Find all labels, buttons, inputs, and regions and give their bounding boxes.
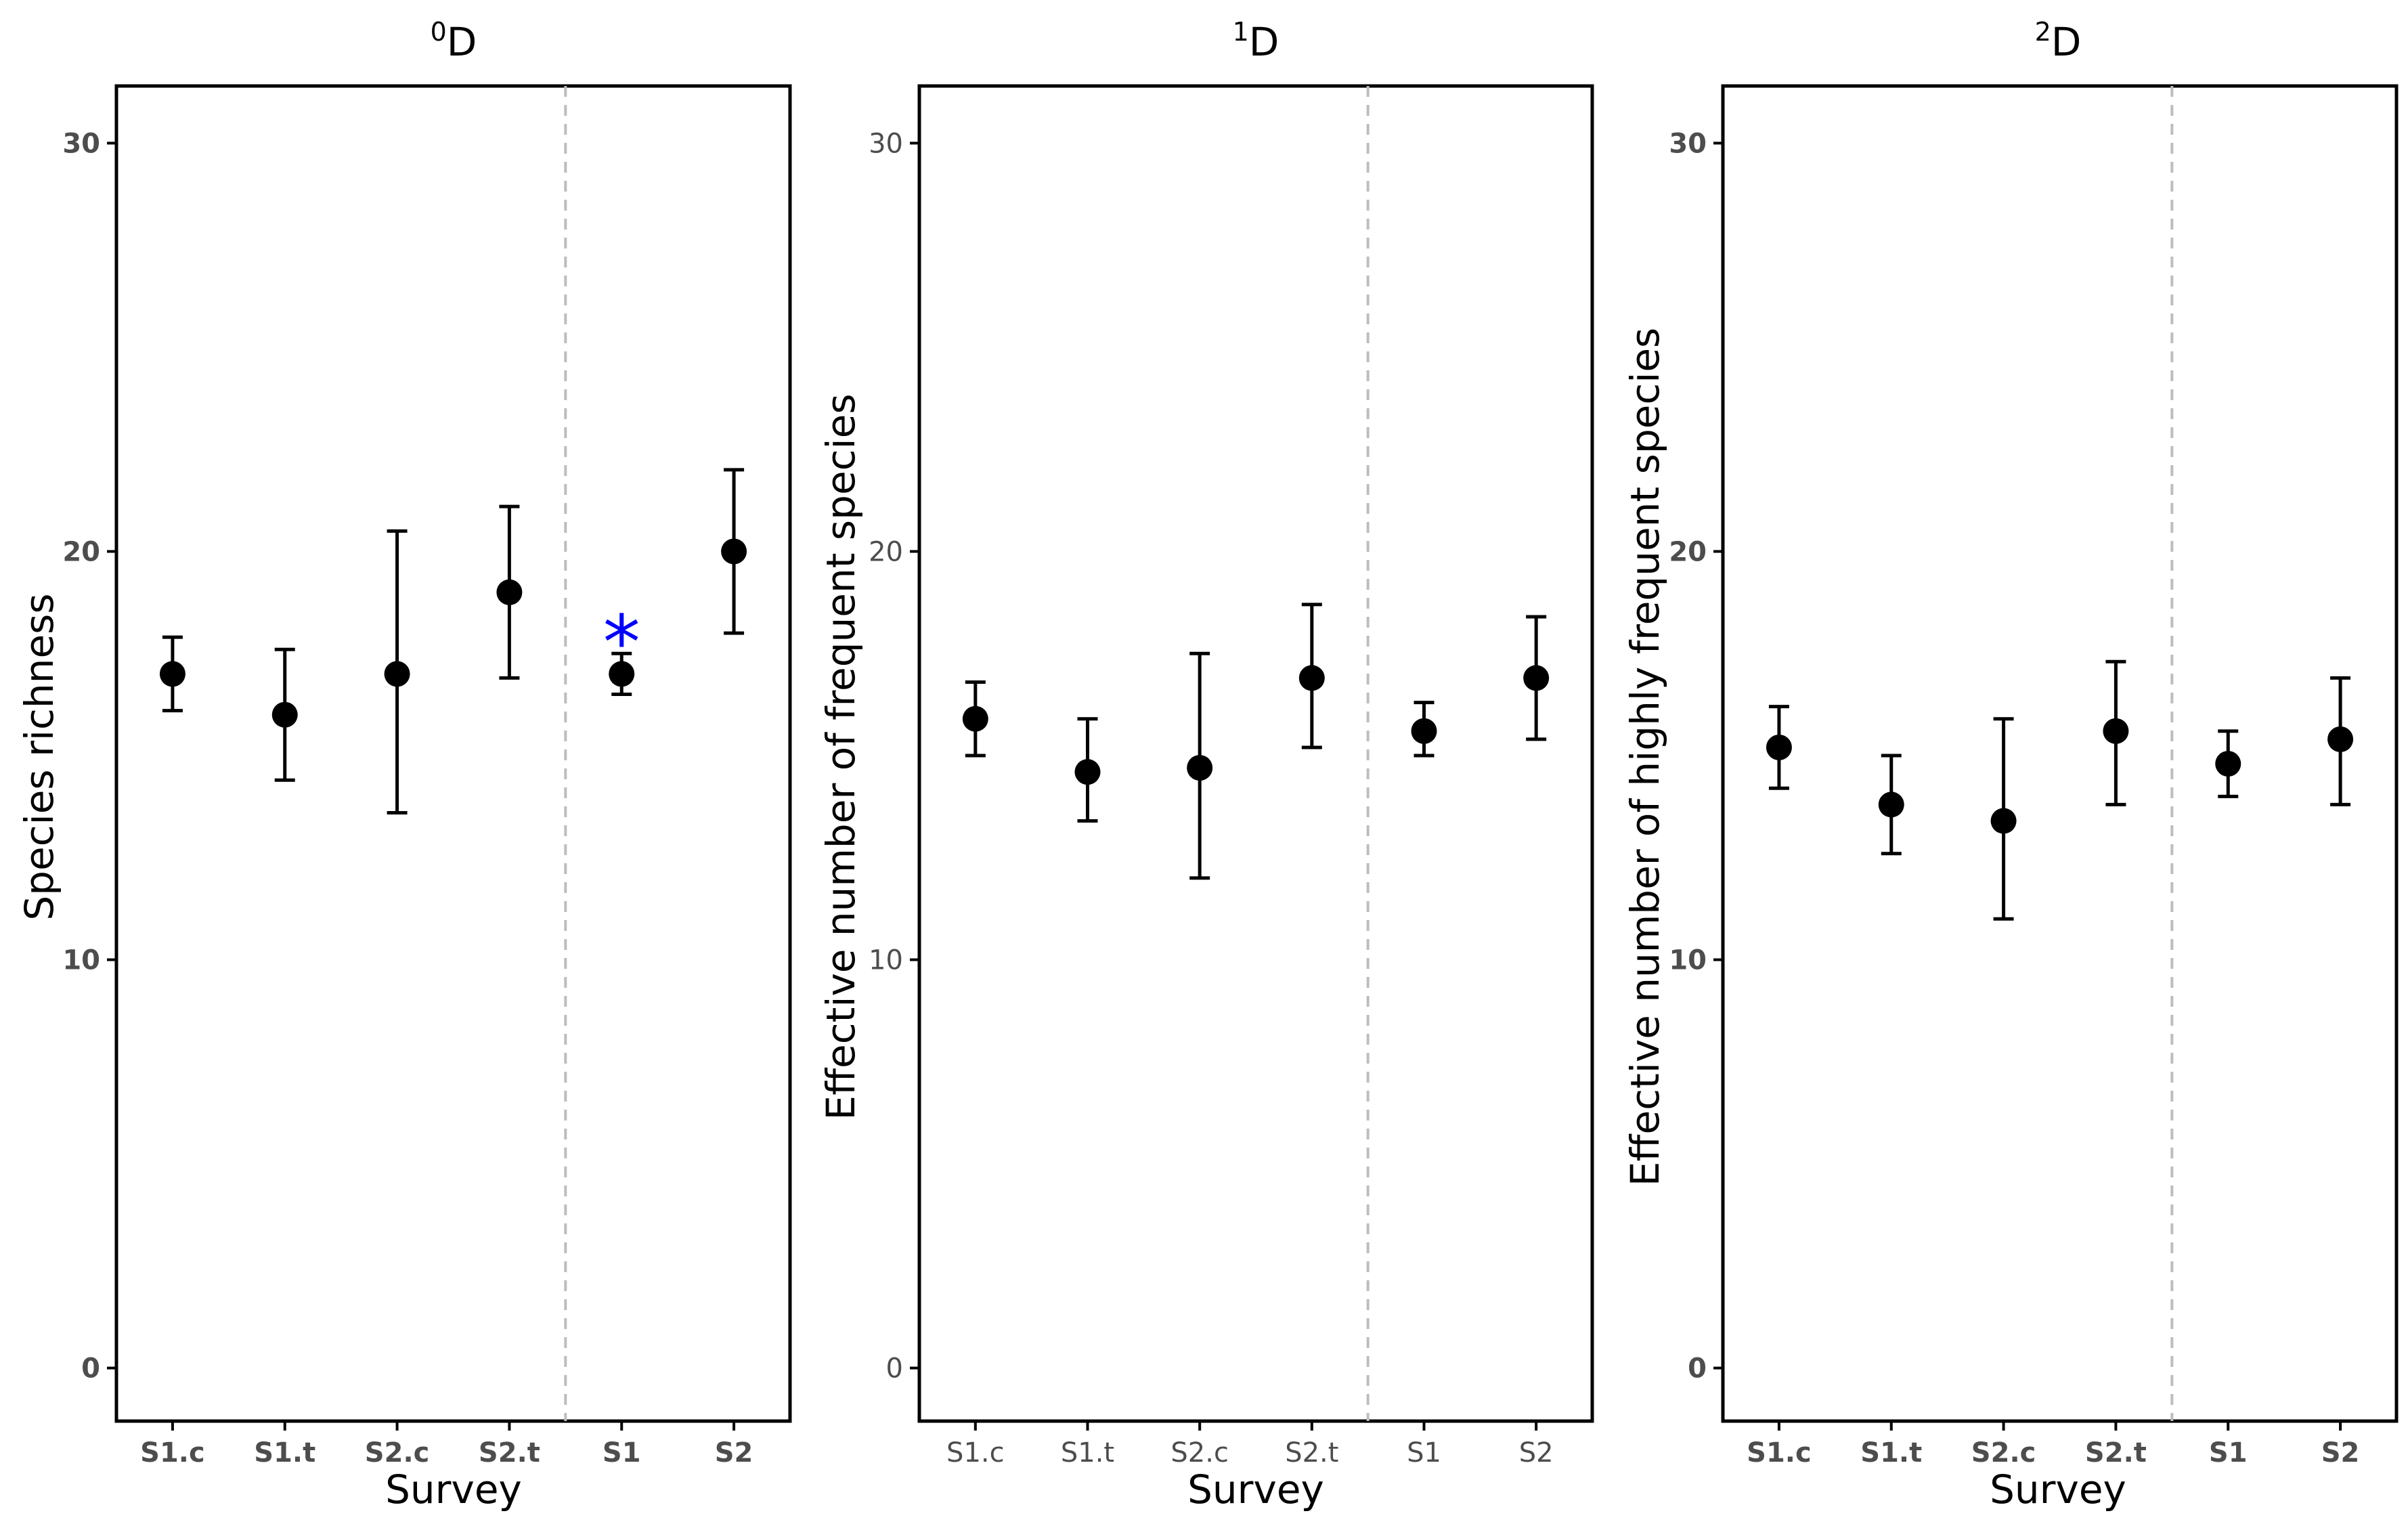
y-tick-label: 20 <box>869 536 903 567</box>
panel-title-sup: 0 <box>431 17 447 47</box>
y-tick-label: 0 <box>81 1353 100 1385</box>
panel-2d: 2D Effective number of highly frequent s… <box>1622 17 2399 1512</box>
data-point <box>609 661 635 687</box>
y-tick-label: 30 <box>869 128 903 159</box>
data-point <box>1074 759 1101 785</box>
panel-title-base: D <box>1249 19 1279 65</box>
x-tick-label: S1.t <box>1860 1437 1922 1468</box>
y-tick-label: 20 <box>1669 536 1707 567</box>
y-tick-label: 30 <box>62 128 100 159</box>
x-tick-label: S1.c <box>946 1437 1005 1468</box>
x-tick-label: S1.t <box>254 1437 315 1468</box>
plot-frame <box>1721 84 2399 1423</box>
y-tick-label: 30 <box>1669 128 1707 159</box>
y-axis-title-2d: Effective number of highly frequent spec… <box>1622 328 1668 1186</box>
data-point <box>1523 665 1550 691</box>
y-axis-title-1d: Effective number of frequent species <box>818 393 864 1120</box>
x-tick-label: S2.c <box>1170 1437 1229 1468</box>
y-tick-label: 0 <box>1688 1353 1707 1385</box>
x-tick-label: S1.c <box>1747 1437 1812 1468</box>
plot-frame <box>917 84 1594 1423</box>
panel-title-sup: 2 <box>2035 17 2051 47</box>
y-tick-label: 0 <box>886 1353 903 1385</box>
data-point <box>2103 718 2129 744</box>
x-tick-label: S2 <box>715 1437 753 1468</box>
plot-area-2d: 0 10 20 30 S1.c S1.t S2.c S2.t S1 S2 <box>1669 84 2399 1468</box>
data-point <box>496 579 523 605</box>
data-point <box>1766 734 1792 760</box>
data-point <box>2215 751 2241 777</box>
data-point <box>1411 718 1437 744</box>
x-tick-label: S2.t <box>1285 1437 1338 1468</box>
y-tick-label: 20 <box>62 536 100 567</box>
plot-area-0d: 0 10 20 30 S1.c S1.t S2.c S2.t S1 S2 * <box>62 84 792 1468</box>
x-axis-title-2d: Survey <box>1990 1466 2126 1512</box>
x-tick-label: S1.c <box>140 1437 205 1468</box>
y-axis-title-0d: Species richness <box>16 593 62 920</box>
data-point <box>159 661 185 687</box>
x-tick-label: S1 <box>1407 1437 1441 1468</box>
x-tick-label: S1 <box>2209 1437 2248 1468</box>
x-axis-title-0d: Survey <box>385 1466 522 1512</box>
plot-area-1d: 0 10 20 30 S1.c S1.t S2.c S2.t S1 S2 <box>869 84 1594 1468</box>
panel-title-1d: 1D <box>1233 17 1279 65</box>
panel-title-base: D <box>447 19 477 65</box>
data-point <box>2327 726 2354 752</box>
panel-title-sup: 1 <box>1233 17 1249 47</box>
significance-asterisk: * <box>603 599 640 686</box>
panel-1d: 1D Effective number of frequent species … <box>818 17 1594 1512</box>
data-point <box>1298 665 1325 691</box>
data-point <box>962 705 988 732</box>
data-point <box>1878 791 1904 818</box>
x-tick-label: S2.t <box>479 1437 540 1468</box>
data-point <box>1187 755 1213 781</box>
y-tick-label: 10 <box>1669 945 1707 976</box>
x-tick-label: S2 <box>1519 1437 1554 1468</box>
x-tick-label: S1.t <box>1061 1437 1114 1468</box>
x-tick-label: S2 <box>2321 1437 2360 1468</box>
panel-title-0d: 0D <box>431 17 477 65</box>
x-axis-title-1d: Survey <box>1187 1466 1324 1512</box>
data-point <box>721 538 747 565</box>
x-tick-label: S2.c <box>365 1437 430 1468</box>
data-point <box>1990 808 2017 834</box>
panel-title-base: D <box>2051 19 2082 65</box>
x-tick-label: S2.c <box>1971 1437 2036 1468</box>
panel-title-2d: 2D <box>2035 17 2082 65</box>
y-tick-label: 10 <box>869 945 903 976</box>
data-point <box>271 701 298 728</box>
x-tick-label: S2.t <box>2085 1437 2147 1468</box>
plot-frame <box>114 84 792 1423</box>
x-tick-label: S1 <box>603 1437 641 1468</box>
y-tick-label: 10 <box>62 945 100 976</box>
data-point <box>384 661 410 687</box>
